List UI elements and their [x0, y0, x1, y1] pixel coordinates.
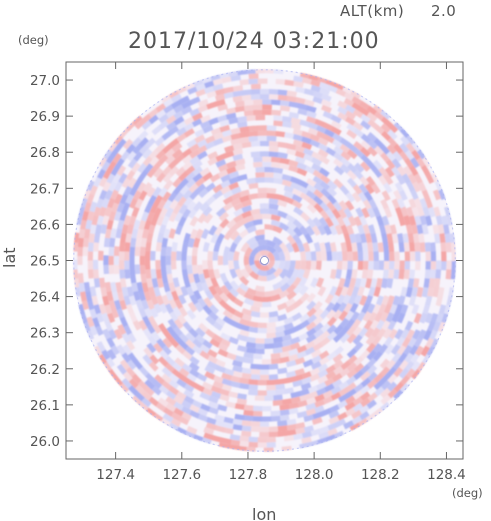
y-tick-label: 26.9	[30, 109, 60, 125]
y-tick-label: 26.8	[30, 145, 60, 161]
y-tick-label: 26.0	[30, 434, 60, 450]
y-tick-label: 26.2	[30, 362, 60, 378]
radar-gates	[73, 69, 456, 452]
altitude-value: 2.0	[431, 2, 456, 20]
radar-field	[73, 69, 456, 452]
altitude-label: ALT(km)	[340, 2, 404, 20]
y-tick-label: 26.4	[30, 290, 60, 306]
timestamp-title: 2017/10/24 03:21:00	[128, 29, 380, 54]
y-axis-unit: (deg)	[18, 33, 49, 47]
y-tick-label: 26.5	[30, 254, 60, 270]
x-axis-unit: (deg)	[452, 486, 483, 500]
y-tick-label: 26.1	[30, 398, 60, 414]
radar-center	[260, 256, 269, 265]
x-axis-ticks: 127.4 127.6 127.8 128.0 128.2 128.4	[96, 62, 466, 483]
y-axis-ticks: 26.0 26.1 26.2 26.3 26.4 26.5 26.6 26.7 26.8 26.9…	[30, 73, 463, 450]
x-tick-label: 128.4	[427, 467, 466, 483]
radar-rim	[73, 69, 456, 452]
x-tick-label: 127.8	[229, 467, 268, 483]
x-tick-label: 128.2	[361, 467, 400, 483]
y-axis-label: lat	[0, 247, 19, 268]
y-tick-label: 26.7	[30, 181, 60, 197]
y-tick-label: 26.3	[30, 326, 60, 342]
x-tick-label: 128.0	[295, 467, 334, 483]
x-tick-label: 127.4	[96, 467, 135, 483]
y-tick-label: 27.0	[30, 73, 60, 89]
x-axis-label: lon	[252, 505, 276, 521]
x-tick-label: 127.6	[162, 467, 201, 483]
y-tick-label: 26.6	[30, 217, 60, 233]
